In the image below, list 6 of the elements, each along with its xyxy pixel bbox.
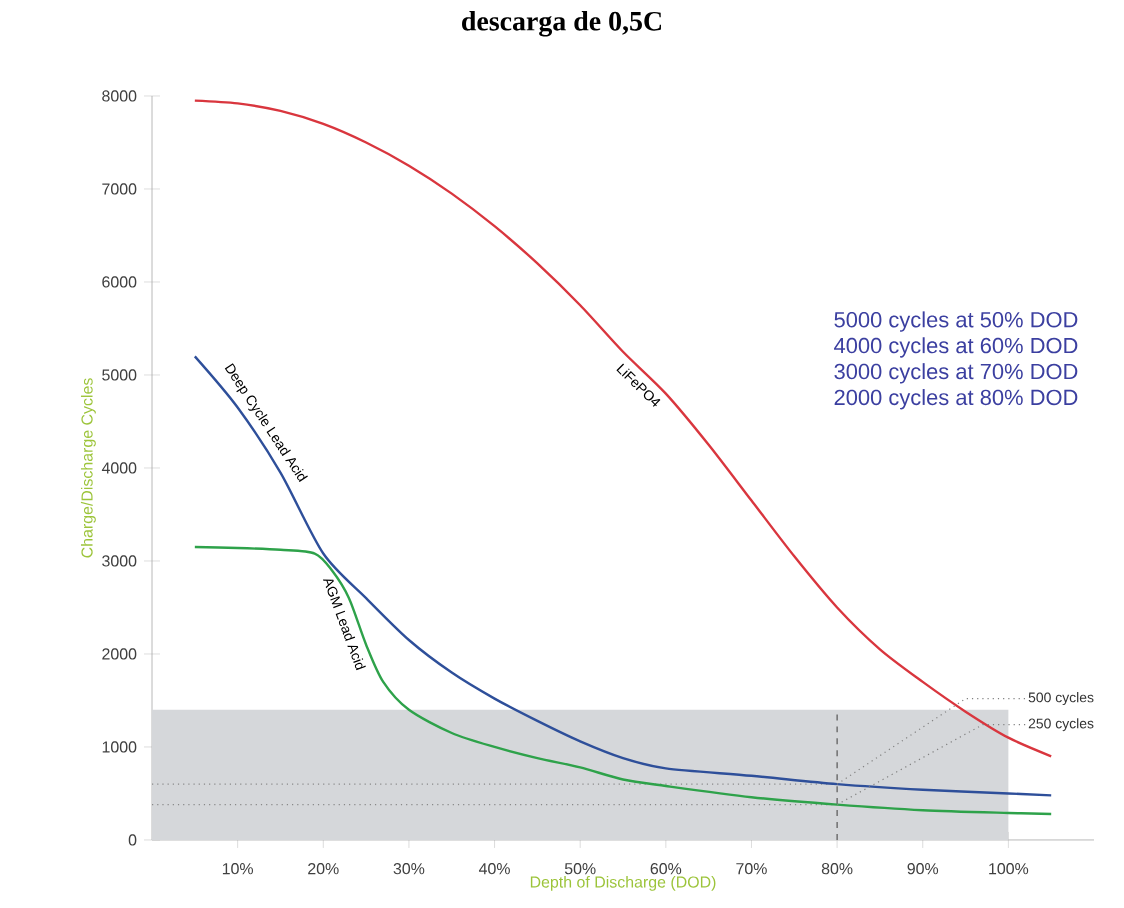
line-series xyxy=(193,545,1053,816)
annotation: 3000 cycles at 70% DOD xyxy=(834,363,1078,384)
annotation: 2000 cycles at 80% DOD xyxy=(834,389,1078,410)
annotation: 4000 cycles at 60% DOD xyxy=(834,337,1078,358)
chart-title: descarga de 0,5C xyxy=(462,11,662,37)
annotation: 5000 cycles at 50% DOD xyxy=(834,311,1078,332)
